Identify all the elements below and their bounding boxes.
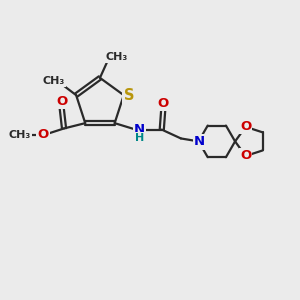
Text: H: H (135, 133, 144, 143)
Text: CH₃: CH₃ (8, 130, 31, 140)
Text: O: O (158, 97, 169, 110)
Text: O: O (240, 120, 251, 133)
Text: O: O (240, 149, 251, 163)
Text: S: S (124, 88, 134, 103)
Text: CH₃: CH₃ (105, 52, 128, 62)
Text: CH₃: CH₃ (43, 76, 65, 86)
Text: N: N (194, 136, 205, 148)
Text: N: N (134, 123, 145, 136)
Text: O: O (38, 128, 49, 141)
Text: O: O (56, 95, 67, 108)
